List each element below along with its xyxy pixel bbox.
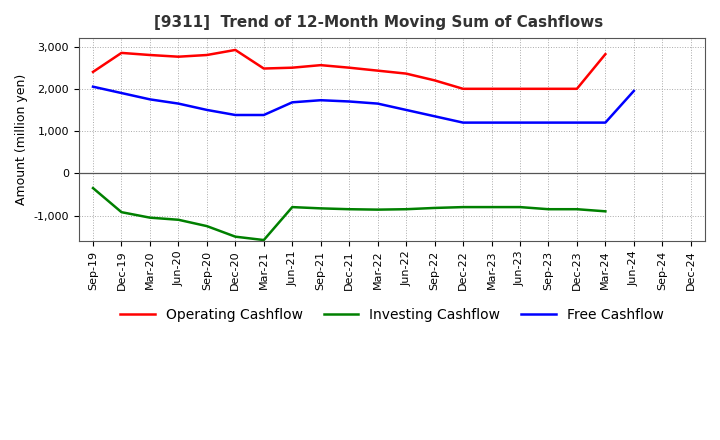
Free Cashflow [345, 99, 354, 104]
Operating Cashflow [117, 50, 126, 55]
Investing Cashflow [202, 224, 211, 229]
Operating Cashflow [231, 48, 240, 53]
Investing Cashflow [145, 215, 154, 220]
Investing Cashflow [431, 205, 439, 211]
Investing Cashflow [174, 217, 183, 222]
Operating Cashflow [459, 86, 467, 92]
Investing Cashflow [374, 207, 382, 212]
Investing Cashflow [345, 206, 354, 212]
Investing Cashflow [117, 209, 126, 215]
Free Cashflow [202, 107, 211, 113]
Free Cashflow [601, 120, 610, 125]
Operating Cashflow [374, 68, 382, 73]
Investing Cashflow [288, 205, 297, 210]
Free Cashflow [89, 84, 97, 89]
Operating Cashflow [345, 65, 354, 70]
Free Cashflow [487, 120, 496, 125]
Investing Cashflow [89, 185, 97, 191]
Operating Cashflow [145, 52, 154, 58]
Free Cashflow [259, 112, 268, 117]
Operating Cashflow [174, 54, 183, 59]
Investing Cashflow [316, 206, 325, 211]
Line: Operating Cashflow: Operating Cashflow [93, 50, 606, 89]
Operating Cashflow [516, 86, 524, 92]
Free Cashflow [572, 120, 581, 125]
Free Cashflow [402, 107, 410, 113]
Operating Cashflow [544, 86, 553, 92]
Free Cashflow [374, 101, 382, 106]
Investing Cashflow [516, 205, 524, 210]
Free Cashflow [145, 97, 154, 102]
Free Cashflow [459, 120, 467, 125]
Investing Cashflow [459, 205, 467, 210]
Investing Cashflow [487, 205, 496, 210]
Operating Cashflow [572, 86, 581, 92]
Investing Cashflow [601, 209, 610, 214]
Legend: Operating Cashflow, Investing Cashflow, Free Cashflow: Operating Cashflow, Investing Cashflow, … [114, 302, 670, 327]
Free Cashflow [629, 88, 638, 94]
Free Cashflow [174, 101, 183, 106]
Operating Cashflow [402, 71, 410, 76]
Operating Cashflow [202, 52, 211, 58]
Free Cashflow [231, 112, 240, 117]
Investing Cashflow [259, 238, 268, 243]
Operating Cashflow [431, 78, 439, 83]
Investing Cashflow [544, 206, 553, 212]
Operating Cashflow [601, 51, 610, 57]
Operating Cashflow [259, 66, 268, 71]
Investing Cashflow [402, 206, 410, 212]
Text: [9311]  Trend of 12-Month Moving Sum of Cashflows: [9311] Trend of 12-Month Moving Sum of C… [154, 15, 603, 30]
Operating Cashflow [89, 69, 97, 74]
Line: Free Cashflow: Free Cashflow [93, 87, 634, 123]
Operating Cashflow [288, 65, 297, 70]
Investing Cashflow [572, 206, 581, 212]
Operating Cashflow [316, 62, 325, 68]
Investing Cashflow [231, 234, 240, 239]
Operating Cashflow [487, 86, 496, 92]
Free Cashflow [516, 120, 524, 125]
Free Cashflow [117, 90, 126, 95]
Line: Investing Cashflow: Investing Cashflow [93, 188, 606, 240]
Y-axis label: Amount (million yen): Amount (million yen) [15, 74, 28, 205]
Free Cashflow [431, 114, 439, 119]
Free Cashflow [288, 100, 297, 105]
Free Cashflow [316, 98, 325, 103]
Free Cashflow [544, 120, 553, 125]
